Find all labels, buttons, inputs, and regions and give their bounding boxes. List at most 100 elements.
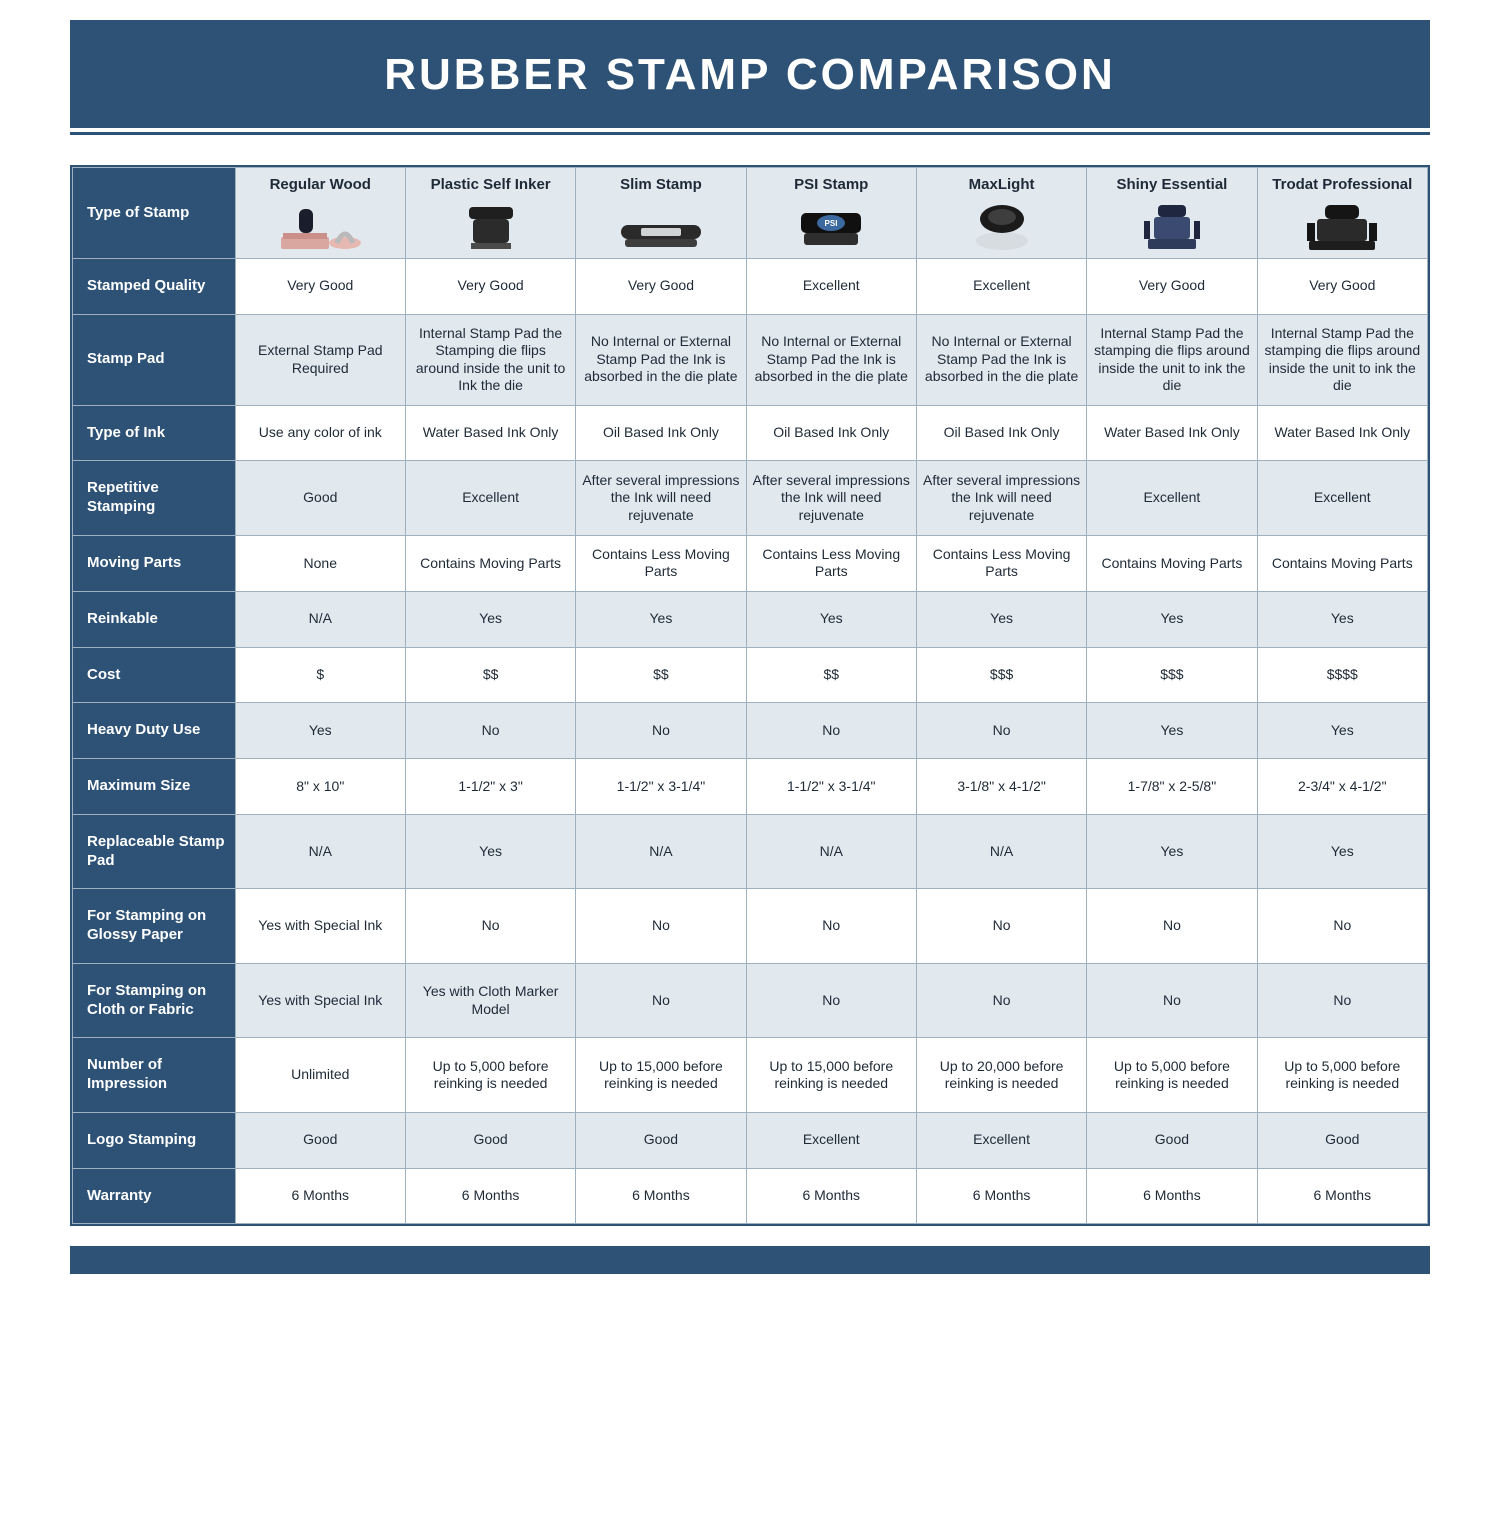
svg-text:PSI: PSI	[825, 219, 838, 228]
table-cell: Yes	[1257, 703, 1427, 759]
table-cell: Very Good	[576, 258, 746, 314]
table-cell: N/A	[746, 814, 916, 889]
table-cell: Excellent	[916, 1112, 1086, 1168]
table-cell: Yes	[1087, 703, 1257, 759]
page-title: RUBBER STAMP COMPARISON	[70, 20, 1430, 125]
table-row: Number of ImpressionUnlimitedUp to 5,000…	[73, 1038, 1428, 1113]
table-cell: $$	[746, 647, 916, 703]
table-cell: Excellent	[916, 258, 1086, 314]
table-cell: N/A	[576, 814, 746, 889]
table-cell: Contains Moving Parts	[405, 535, 575, 591]
table-row: Stamp PadExternal Stamp Pad RequiredInte…	[73, 314, 1428, 405]
table-cell: Yes	[1087, 814, 1257, 889]
bottom-bar	[70, 1246, 1430, 1274]
col-head-psi-stamp: PSI Stamp PSI	[746, 168, 916, 259]
shiny-essential-icon	[1132, 199, 1212, 254]
table-cell: $	[235, 647, 405, 703]
comparison-table-container: Type of Stamp Regular Wood Plastic Self …	[70, 165, 1430, 1226]
table-cell: Good	[576, 1112, 746, 1168]
table-cell: 6 Months	[1087, 1168, 1257, 1224]
table-body: Stamped QualityVery GoodVery GoodVery Go…	[73, 258, 1428, 1224]
row-label: Reinkable	[73, 591, 236, 647]
table-cell: Excellent	[746, 258, 916, 314]
row-label: For Stamping on Glossy Paper	[73, 889, 236, 964]
table-cell: Excellent	[746, 1112, 916, 1168]
table-cell: Yes	[746, 591, 916, 647]
table-cell: After several impressions the Ink will n…	[916, 461, 1086, 536]
table-cell: No	[1257, 889, 1427, 964]
table-cell: Water Based Ink Only	[1257, 405, 1427, 461]
table-cell: Good	[1257, 1112, 1427, 1168]
table-cell: Yes with Cloth Marker Model	[405, 963, 575, 1038]
table-cell: No	[916, 963, 1086, 1038]
table-cell: After several impressions the Ink will n…	[576, 461, 746, 536]
row-label: Type of Ink	[73, 405, 236, 461]
table-row: Cost$$$$$$$$$$$$$$$$$	[73, 647, 1428, 703]
table-cell: No	[405, 889, 575, 964]
table-cell: Yes	[1087, 591, 1257, 647]
row-label: Cost	[73, 647, 236, 703]
table-cell: No	[405, 703, 575, 759]
table-cell: No	[916, 703, 1086, 759]
table-cell: Water Based Ink Only	[1087, 405, 1257, 461]
row-label: Stamp Pad	[73, 314, 236, 405]
table-row: Replaceable Stamp PadN/AYesN/AN/AN/AYesY…	[73, 814, 1428, 889]
row-label: Replaceable Stamp Pad	[73, 814, 236, 889]
table-cell: Yes	[916, 591, 1086, 647]
table-cell: 1-1/2" x 3"	[405, 759, 575, 815]
table-row: For Stamping on Glossy PaperYes with Spe…	[73, 889, 1428, 964]
table-cell: Very Good	[405, 258, 575, 314]
table-cell: Yes	[576, 591, 746, 647]
table-cell: No Internal or External Stamp Pad the In…	[576, 314, 746, 405]
table-row: Heavy Duty UseYesNoNoNoNoYesYes	[73, 703, 1428, 759]
table-cell: 3-1/8" x 4-1/2"	[916, 759, 1086, 815]
table-cell: 1-1/2" x 3-1/4"	[576, 759, 746, 815]
row-label: Heavy Duty Use	[73, 703, 236, 759]
table-row: Moving PartsNoneContains Moving PartsCon…	[73, 535, 1428, 591]
table-cell: 2-3/4" x 4-1/2"	[1257, 759, 1427, 815]
table-cell: Yes	[1257, 814, 1427, 889]
table-row: For Stamping on Cloth or FabricYes with …	[73, 963, 1428, 1038]
table-cell: Internal Stamp Pad the stamping die flip…	[1257, 314, 1427, 405]
col-head-maxlight: MaxLight	[916, 168, 1086, 259]
table-cell: Contains Less Moving Parts	[746, 535, 916, 591]
table-cell: Yes	[405, 814, 575, 889]
col-label: Regular Wood	[270, 176, 371, 193]
table-row: Type of InkUse any color of inkWater Bas…	[73, 405, 1428, 461]
table-cell: N/A	[235, 814, 405, 889]
col-label: Plastic Self Inker	[431, 176, 551, 193]
table-cell: Up to 5,000 before reinking is needed	[405, 1038, 575, 1113]
table-cell: Up to 5,000 before reinking is needed	[1257, 1038, 1427, 1113]
table-cell: 1-1/2" x 3-1/4"	[746, 759, 916, 815]
col-head-slim-stamp: Slim Stamp	[576, 168, 746, 259]
table-cell: No Internal or External Stamp Pad the In…	[746, 314, 916, 405]
table-cell: No	[1257, 963, 1427, 1038]
col-head-plastic-self-inker: Plastic Self Inker	[405, 168, 575, 259]
table-cell: Very Good	[235, 258, 405, 314]
table-cell: Internal Stamp Pad the Stamping die flip…	[405, 314, 575, 405]
table-cell: Unlimited	[235, 1038, 405, 1113]
table-cell: None	[235, 535, 405, 591]
table-cell: Good	[235, 461, 405, 536]
table-cell: 1-7/8" x 2-5/8"	[1087, 759, 1257, 815]
table-cell: Contains Moving Parts	[1087, 535, 1257, 591]
col-label: PSI Stamp	[794, 176, 868, 193]
table-cell: $$$	[1087, 647, 1257, 703]
table-cell: Up to 20,000 before reinking is needed	[916, 1038, 1086, 1113]
row-label: Repetitive Stamping	[73, 461, 236, 536]
table-cell: Oil Based Ink Only	[746, 405, 916, 461]
table-cell: Yes with Special Ink	[235, 963, 405, 1038]
table-cell: No	[1087, 963, 1257, 1038]
table-cell: Contains Moving Parts	[1257, 535, 1427, 591]
table-cell: Yes	[405, 591, 575, 647]
table-cell: Very Good	[1257, 258, 1427, 314]
table-cell: External Stamp Pad Required	[235, 314, 405, 405]
trodat-professional-icon	[1297, 199, 1387, 254]
col-head-regular-wood: Regular Wood	[235, 168, 405, 259]
row-label: Number of Impression	[73, 1038, 236, 1113]
slim-stamp-icon	[611, 199, 711, 254]
table-cell: Excellent	[1087, 461, 1257, 536]
col-head-shiny-essential: Shiny Essential	[1087, 168, 1257, 259]
table-cell: Oil Based Ink Only	[576, 405, 746, 461]
col-label: MaxLight	[969, 176, 1035, 193]
